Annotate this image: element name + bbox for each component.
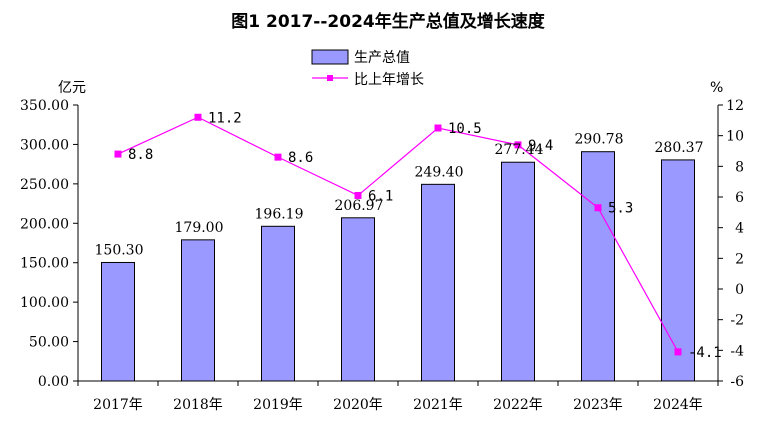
line-point bbox=[114, 150, 122, 158]
right-tick-label: 2 bbox=[735, 251, 744, 267]
line-value-label: 8.6 bbox=[288, 150, 313, 166]
x-tick-label: 2023年 bbox=[573, 397, 623, 413]
line-point bbox=[354, 191, 362, 199]
x-tick-label: 2017年 bbox=[93, 397, 143, 413]
bar bbox=[501, 161, 535, 382]
right-tick-label: -6 bbox=[730, 374, 744, 390]
legend: 生产总值 比上年增长 bbox=[311, 49, 424, 88]
chart-title: 图1 2017--2024年生产总值及增长速度 bbox=[231, 11, 545, 32]
right-tick-label: 12 bbox=[726, 98, 744, 114]
data-labels: 150.30 179.00 196.19 206.97 249.40 277.44 290.… bbox=[95, 110, 722, 361]
left-tick-label: 200.00 bbox=[20, 216, 69, 232]
line-point bbox=[594, 204, 602, 212]
right-tick-label: -4 bbox=[730, 343, 744, 359]
bar bbox=[661, 159, 695, 382]
right-tick-label: -2 bbox=[730, 313, 744, 329]
bar-value-label: 290.78 bbox=[575, 132, 624, 148]
x-tick-label: 2018年 bbox=[173, 397, 223, 413]
line-point bbox=[434, 124, 442, 132]
bar bbox=[421, 183, 455, 382]
bar bbox=[101, 261, 135, 382]
bar-value-label: 280.37 bbox=[655, 140, 704, 156]
x-tick-label: 2019年 bbox=[253, 397, 303, 413]
legend-label-line: 比上年增长 bbox=[354, 72, 424, 88]
line-value-label: 6.1 bbox=[368, 188, 393, 204]
right-tick-label: 0 bbox=[735, 282, 744, 298]
line-value-label: 5.3 bbox=[608, 201, 633, 217]
bars bbox=[101, 151, 695, 382]
left-axis-unit: 亿元 bbox=[58, 80, 86, 96]
growth-line bbox=[114, 113, 682, 356]
line-point bbox=[274, 153, 282, 161]
line-point bbox=[674, 348, 682, 356]
x-tick-label: 2022年 bbox=[493, 397, 543, 413]
line-value-label: 11.2 bbox=[208, 110, 242, 126]
line-value-label: 9.4 bbox=[528, 138, 553, 154]
line-value-label: 8.8 bbox=[128, 147, 153, 163]
bar bbox=[181, 239, 215, 382]
line-value-label: 10.5 bbox=[448, 121, 482, 137]
legend-label-bar: 生产总值 bbox=[354, 50, 410, 66]
right-tick-label: 10 bbox=[726, 129, 744, 145]
legend-swatch-marker bbox=[327, 75, 333, 81]
growth-polyline bbox=[117, 116, 679, 353]
x-tick-label: 2024年 bbox=[653, 397, 703, 413]
bar bbox=[261, 225, 295, 382]
line-value-label: -4.1 bbox=[688, 345, 722, 361]
left-tick-label: 0.00 bbox=[38, 374, 69, 390]
line-point bbox=[514, 141, 522, 149]
right-tick-label: 6 bbox=[735, 190, 744, 206]
bar bbox=[581, 151, 615, 382]
bar-value-label: 249.40 bbox=[415, 164, 464, 180]
bar-value-label: 179.00 bbox=[175, 220, 224, 236]
left-tick-label: 300.00 bbox=[20, 137, 69, 153]
axes: 0.00 50.00 100.00 150.00 200.00 250.00 300.00 3… bbox=[20, 98, 744, 413]
left-tick-label: 250.00 bbox=[20, 177, 69, 193]
right-axis-unit: % bbox=[710, 80, 723, 96]
bar-value-label: 277.44 bbox=[495, 142, 544, 158]
right-tick-label: 4 bbox=[735, 221, 744, 237]
bar-value-label: 150.30 bbox=[95, 242, 144, 258]
x-tick-label: 2020年 bbox=[333, 397, 383, 413]
left-tick-label: 350.00 bbox=[20, 98, 69, 114]
left-tick-label: 100.00 bbox=[20, 295, 69, 311]
bar bbox=[341, 217, 375, 382]
left-tick-label: 150.00 bbox=[20, 256, 69, 272]
legend-swatch-bar bbox=[311, 49, 349, 65]
x-tick-label: 2021年 bbox=[413, 397, 463, 413]
right-tick-label: 8 bbox=[735, 159, 744, 175]
left-tick-label: 50.00 bbox=[29, 335, 69, 351]
line-point bbox=[194, 113, 202, 121]
bar-value-label: 196.19 bbox=[255, 206, 304, 222]
bar-value-label: 206.97 bbox=[335, 198, 384, 214]
